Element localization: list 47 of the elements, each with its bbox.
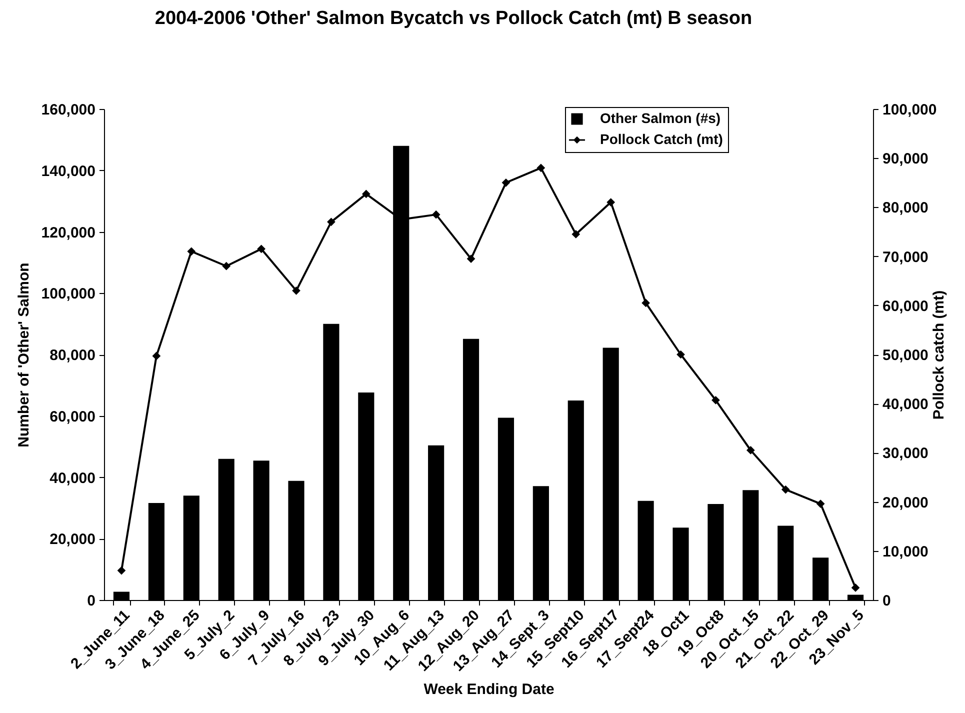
point [362, 190, 370, 198]
point [851, 584, 860, 592]
point [152, 352, 161, 360]
y2-tick-label: 100,000 [882, 102, 937, 118]
y-tick-label: 100,000 [41, 286, 96, 303]
y2-axis-title: Pollock catch (mt) [930, 290, 948, 420]
point [327, 218, 336, 226]
y-tick-label: 140,000 [41, 162, 96, 180]
point [781, 485, 790, 494]
point [187, 247, 196, 256]
y2-tick-label: 10,000 [882, 543, 928, 560]
point [466, 254, 476, 263]
point [746, 446, 755, 454]
y-tick-label: 20,000 [50, 531, 96, 548]
y2-tick-label: 0 [882, 592, 891, 610]
y-tick-label: 0 [87, 592, 96, 610]
y-tick-label: 60,000 [50, 408, 96, 426]
x-axis-title: Week Ending Date [424, 681, 554, 698]
legend-label: Pollock Catch (mt) [600, 131, 723, 147]
point [222, 262, 231, 270]
point [257, 244, 266, 254]
y-tick-label: 40,000 [50, 470, 96, 487]
y-tick-label: 120,000 [41, 224, 96, 242]
y2-tick-label: 80,000 [882, 200, 928, 217]
point [536, 164, 546, 172]
point [606, 198, 616, 206]
y2-tick-label: 40,000 [882, 396, 928, 414]
y-tick-label: 160,000 [41, 102, 96, 118]
point [292, 286, 300, 295]
point [572, 230, 580, 238]
y-tick-label: 80,000 [50, 347, 96, 364]
chart-title: 2004-2006 'Other' Salmon Bycatch vs Pollock Catch (mt) B season [154, 8, 752, 29]
y-axis-title: Number of 'Other' Salmon [15, 262, 32, 448]
y2-tick-label: 60,000 [882, 298, 928, 315]
point [676, 350, 685, 359]
y2-tick-label: 90,000 [882, 150, 928, 168]
y2-tick-label: 20,000 [882, 494, 928, 512]
y2-tick-label: 30,000 [882, 445, 928, 462]
point [432, 210, 440, 219]
point [117, 566, 126, 575]
point [642, 298, 650, 308]
y2-tick-label: 50,000 [882, 347, 928, 364]
point [816, 500, 825, 508]
point [502, 178, 510, 187]
legend-label: Other Salmon (#s) [600, 110, 721, 126]
y2-tick-label: 70,000 [882, 248, 928, 266]
point [712, 396, 720, 404]
